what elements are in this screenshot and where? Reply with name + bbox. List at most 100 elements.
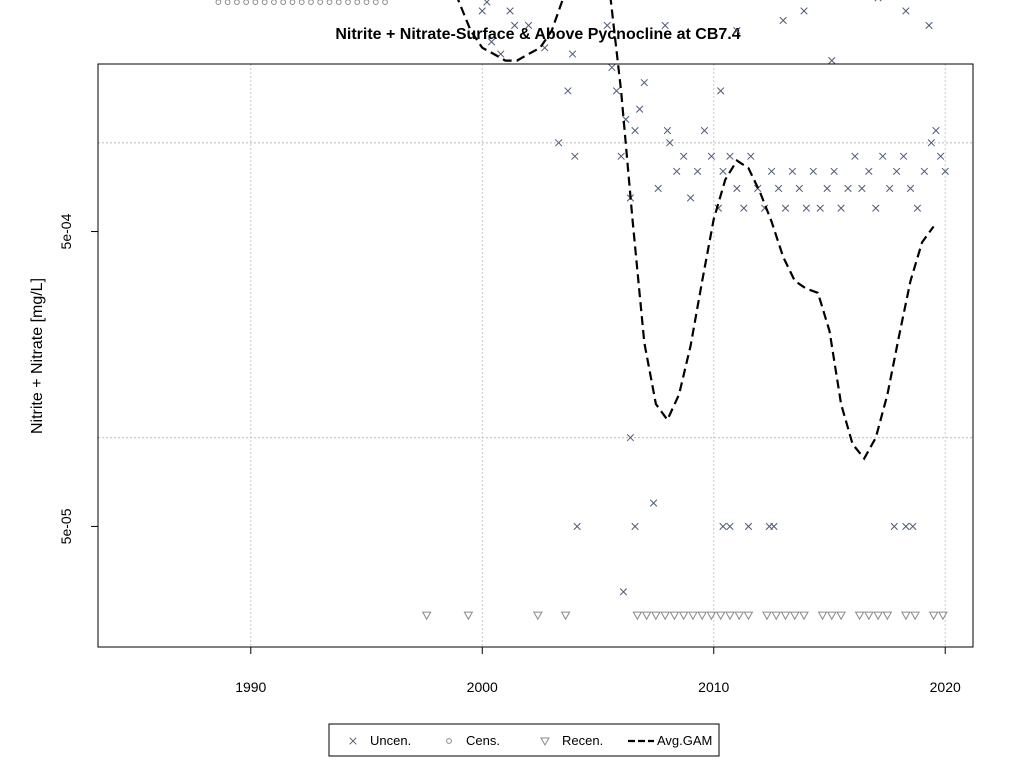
legend-label-uncen: Uncen. xyxy=(370,733,411,748)
legend-symbol-cens xyxy=(446,738,452,744)
uncen-point-87 xyxy=(524,21,533,30)
uncen-point-114 xyxy=(654,184,662,193)
x-tick-label-2: 2010 xyxy=(698,679,729,695)
legend-symbol-uncen xyxy=(349,737,357,745)
uncen-point-104 xyxy=(603,21,611,30)
uncen-point-180 xyxy=(925,21,933,30)
uncen-point-158 xyxy=(573,522,581,531)
uncen-point-141 xyxy=(837,204,845,212)
uncen-point-84 xyxy=(511,21,519,30)
y-axis-label: Nitrite + Nitrate [mg/L] xyxy=(29,278,46,434)
uncen-point-174 xyxy=(779,16,787,25)
recen-point-10 xyxy=(688,611,698,621)
uncen-point-93 xyxy=(554,139,563,147)
recen-point-1 xyxy=(463,611,474,621)
cens-point-26 xyxy=(372,0,379,5)
legend: Uncen. Cens. Recen. Avg.GAM xyxy=(328,723,720,757)
uncen-point-118 xyxy=(679,152,688,160)
uncen-point-163 xyxy=(770,522,778,531)
uncen-point-179 xyxy=(902,7,910,15)
grid xyxy=(98,64,973,647)
uncen-point-105 xyxy=(608,63,616,72)
uncen-point-168 xyxy=(631,522,639,531)
legend-label-gam: Avg.GAM xyxy=(657,733,712,748)
cens-point-15 xyxy=(271,0,277,5)
cens-point-18 xyxy=(298,0,305,5)
uncen-point-178 xyxy=(874,0,882,2)
y-tick-label-0: 5e-05 xyxy=(58,508,74,544)
recen-point-16 xyxy=(743,611,754,621)
legend-symbol-recen xyxy=(540,737,550,747)
chart-title: Nitrite + Nitrate-Surface & Above Pycnoc… xyxy=(335,26,740,43)
uncen-point-121 xyxy=(700,126,709,135)
uncen-point-134 xyxy=(788,167,797,176)
recen-point-4 xyxy=(632,611,643,621)
recen-point-27 xyxy=(873,611,883,621)
recen-point-18 xyxy=(771,611,782,621)
uncen-point-175 xyxy=(800,7,808,15)
uncen-point-124 xyxy=(719,167,727,176)
uncen-point-151 xyxy=(906,184,915,193)
recen-point-31 xyxy=(928,611,939,621)
recen-point-0 xyxy=(421,611,432,621)
x-tick-label-0: 1990 xyxy=(235,679,266,695)
uncen-point-146 xyxy=(872,204,880,212)
legend-label-recen: Recen. xyxy=(562,733,603,748)
recen-point-32 xyxy=(938,611,948,621)
recen-point-8 xyxy=(669,611,680,621)
uncen-point-77 xyxy=(478,7,486,15)
uncen-point-107 xyxy=(617,152,625,160)
uncen-point-110 xyxy=(631,126,639,135)
uncen-point-164 xyxy=(890,522,898,531)
legend-x-marker xyxy=(349,737,357,745)
recen-point-14 xyxy=(725,611,735,621)
cens-point-23 xyxy=(345,0,351,5)
cens-point-17 xyxy=(289,0,296,5)
uncen-point-119 xyxy=(686,194,695,202)
uncen-point-142 xyxy=(844,184,852,193)
uncen-point-133 xyxy=(781,204,790,212)
uncen-point-135 xyxy=(795,184,804,193)
cens-point-16 xyxy=(280,0,287,5)
uncen-point-165 xyxy=(902,522,910,531)
recen-point-2 xyxy=(532,611,543,621)
recen-point-12 xyxy=(706,611,717,621)
recen-point-30 xyxy=(910,611,920,621)
cens-point-24 xyxy=(354,0,361,5)
uncen-point-166 xyxy=(909,522,917,531)
cens-point-11 xyxy=(233,0,240,5)
recen-point-26 xyxy=(863,611,874,621)
legend-item-gam: Avg.GAM xyxy=(628,733,712,748)
uncen-point-131 xyxy=(767,167,776,176)
uncen-point-152 xyxy=(913,204,922,212)
recen-point-6 xyxy=(651,611,661,621)
uncen-point-170 xyxy=(626,433,635,442)
uncen-point-97 xyxy=(571,152,579,160)
uncen-point-176 xyxy=(828,56,836,65)
uncen-point-111 xyxy=(636,105,644,113)
uncen-point-149 xyxy=(892,167,901,176)
uncen-point-79 xyxy=(487,38,496,46)
recen-point-28 xyxy=(882,611,893,621)
recen-point-15 xyxy=(734,611,745,621)
cens-point-13 xyxy=(252,0,259,5)
uncen-point-106 xyxy=(612,87,621,95)
uncen-point-140 xyxy=(830,167,838,176)
y-tick-label-1: 5e-04 xyxy=(58,213,74,249)
uncen-point-172 xyxy=(717,87,725,95)
uncen-point-126 xyxy=(733,184,741,193)
uncen-point-115 xyxy=(661,21,669,30)
uncen-point-161 xyxy=(744,522,753,531)
uncen-point-116 xyxy=(666,139,674,147)
legend-item-cens: Cens. xyxy=(446,733,500,748)
legend-item-uncen: Uncen. xyxy=(349,733,411,748)
uncen-point-153 xyxy=(920,167,929,176)
uncen-point-117 xyxy=(673,167,681,176)
recen-point-20 xyxy=(789,611,800,621)
recen-point-21 xyxy=(799,611,809,621)
uncen-point-147 xyxy=(879,152,887,160)
uncen-point-167 xyxy=(619,588,628,596)
cens-point-19 xyxy=(308,0,314,5)
recen-point-24 xyxy=(836,611,846,621)
